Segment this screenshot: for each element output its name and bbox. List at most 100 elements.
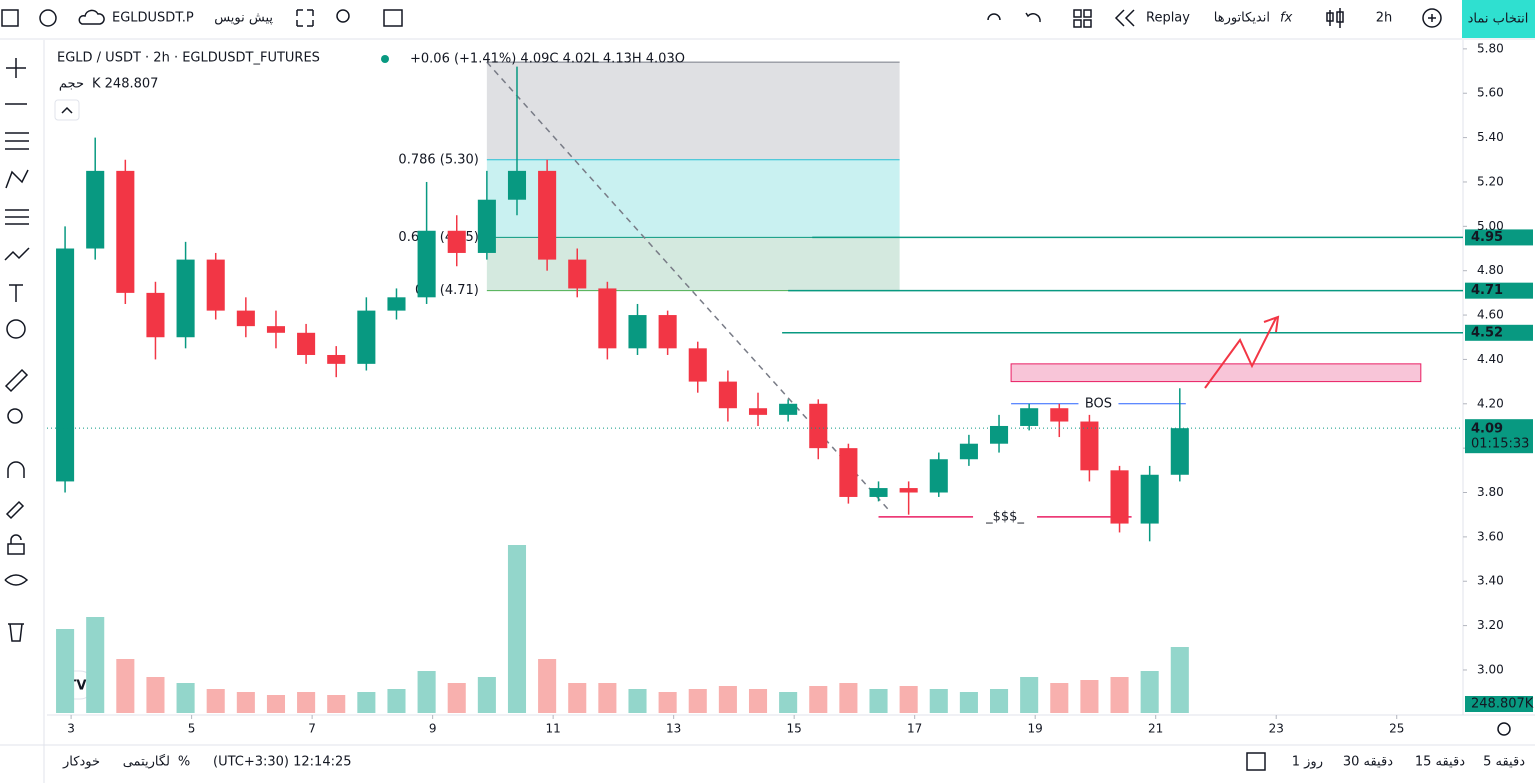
volume-bar	[718, 686, 737, 713]
volume-bar	[688, 689, 707, 713]
projection-tool[interactable]	[4, 247, 30, 261]
market-status	[381, 55, 389, 63]
candle-body	[628, 315, 647, 349]
magnet-tool[interactable]	[7, 461, 25, 478]
interval-5m[interactable]: 5 دقیقه	[1483, 755, 1525, 770]
candle-body	[236, 310, 255, 327]
candle-body	[357, 310, 376, 364]
volume-bar	[1110, 677, 1129, 713]
pattern-tool[interactable]	[5, 169, 29, 189]
y-tick-label: 4.60	[1477, 308, 1504, 322]
emoji-tool[interactable]	[6, 319, 26, 339]
replay-icon[interactable]	[1114, 9, 1135, 27]
redo-icon[interactable]	[987, 13, 1001, 21]
templates-icon[interactable]	[1073, 9, 1092, 28]
date-range-icon[interactable]	[1246, 752, 1266, 771]
delete-tool[interactable]	[8, 623, 24, 642]
undo-icon[interactable]	[1025, 12, 1041, 23]
interval-button[interactable]: 2h	[1376, 11, 1393, 26]
volume-bar	[297, 692, 316, 713]
chart-type-icon[interactable]	[1326, 8, 1344, 28]
volume-bar	[658, 692, 677, 713]
collapse-legend[interactable]	[54, 99, 80, 121]
candle-body	[959, 443, 978, 460]
zoom-tool[interactable]	[7, 408, 23, 424]
volume-bar	[206, 689, 225, 713]
indicators-button[interactable]: اندیکاتورها	[1214, 11, 1270, 26]
y-tick-label: 3.40	[1477, 574, 1504, 588]
fib-tool[interactable]	[5, 209, 29, 225]
candle-body	[417, 230, 436, 298]
volume-bar	[387, 689, 406, 713]
interval-1d[interactable]: 1 روز	[1292, 755, 1323, 770]
volume-axis-label: 248.807K	[1471, 697, 1534, 712]
channel-tool[interactable]	[5, 132, 29, 150]
settings-icon[interactable]	[39, 9, 57, 27]
volume-bar	[477, 677, 496, 713]
candle-body	[718, 381, 737, 409]
visibility-tool[interactable]	[4, 574, 29, 586]
current-price-bg	[1465, 419, 1533, 454]
x-tick-label: 19	[1028, 722, 1043, 736]
volume-bar	[236, 692, 255, 713]
interval-30m[interactable]: 30 دقیقه	[1343, 755, 1393, 770]
volume-legend: K 248.807	[92, 77, 158, 92]
symbol-name[interactable]: EGLDUSDT.P	[112, 11, 194, 26]
select-symbol-bg[interactable]	[1462, 0, 1535, 38]
x-tick-label: 11	[546, 722, 561, 736]
volume-bar	[1020, 677, 1039, 713]
candle-body	[568, 259, 587, 289]
countdown-label: 01:15:33	[1471, 437, 1529, 452]
interval-15m[interactable]: 15 دقیقه	[1415, 755, 1465, 770]
layout-icon[interactable]	[383, 9, 403, 27]
projection-arrow	[1204, 315, 1280, 389]
volume-bar	[1170, 647, 1189, 713]
volume-bar	[116, 659, 135, 713]
candle-body	[327, 354, 346, 364]
add-icon[interactable]	[1422, 8, 1442, 28]
level-label: 4.95	[1471, 230, 1503, 245]
volume-bar	[869, 689, 888, 713]
x-tick-label: 9	[429, 722, 437, 736]
trend-line	[486, 61, 891, 512]
fullscreen-icon[interactable]	[296, 9, 314, 27]
x-tick-label: 21	[1148, 722, 1163, 736]
volume-bar	[357, 692, 376, 713]
candle-body	[387, 297, 406, 311]
fib-level-label: 0.786 (5.30)	[398, 152, 478, 167]
fx-icon[interactable]: fx	[1280, 11, 1293, 26]
volume-bar	[538, 659, 557, 713]
draft-label[interactable]: پیش نویس	[214, 11, 273, 26]
candle-body	[658, 315, 677, 349]
candle-body	[538, 170, 557, 260]
camera-icon[interactable]	[1, 9, 19, 27]
x-tick-label: 23	[1269, 722, 1284, 736]
drawing-tools[interactable]	[4, 58, 30, 642]
level-label-bg	[1465, 229, 1533, 246]
candle-body	[779, 403, 798, 415]
auto-toggle[interactable]: خودکار	[62, 755, 100, 770]
pen-tool[interactable]	[5, 500, 25, 520]
replay-button[interactable]: Replay	[1146, 11, 1190, 26]
volume-bar	[507, 545, 527, 713]
text-tool[interactable]	[9, 284, 23, 302]
x-tick-label: 25	[1389, 722, 1404, 736]
crosshair-tool[interactable]	[6, 58, 26, 78]
volume-name: حجم	[59, 77, 84, 92]
zoom-icon[interactable]	[336, 9, 350, 23]
volume-bar	[839, 683, 858, 713]
cloud-icon[interactable]	[78, 9, 105, 25]
log-toggle[interactable]: لگاریتمی	[123, 754, 170, 770]
candle-body	[1020, 408, 1039, 426]
candle-body	[1140, 474, 1159, 524]
select-symbol[interactable]: انتخاب نماد	[1468, 12, 1529, 27]
percent-toggle[interactable]: %	[178, 755, 190, 770]
axis-settings[interactable]	[1497, 722, 1511, 736]
ruler-tool[interactable]	[4, 368, 29, 393]
lock-tool[interactable]	[7, 534, 25, 555]
candle-body	[688, 348, 707, 382]
candle-body	[176, 259, 195, 338]
x-tick-label: 15	[787, 722, 802, 736]
candle-body	[598, 288, 617, 349]
